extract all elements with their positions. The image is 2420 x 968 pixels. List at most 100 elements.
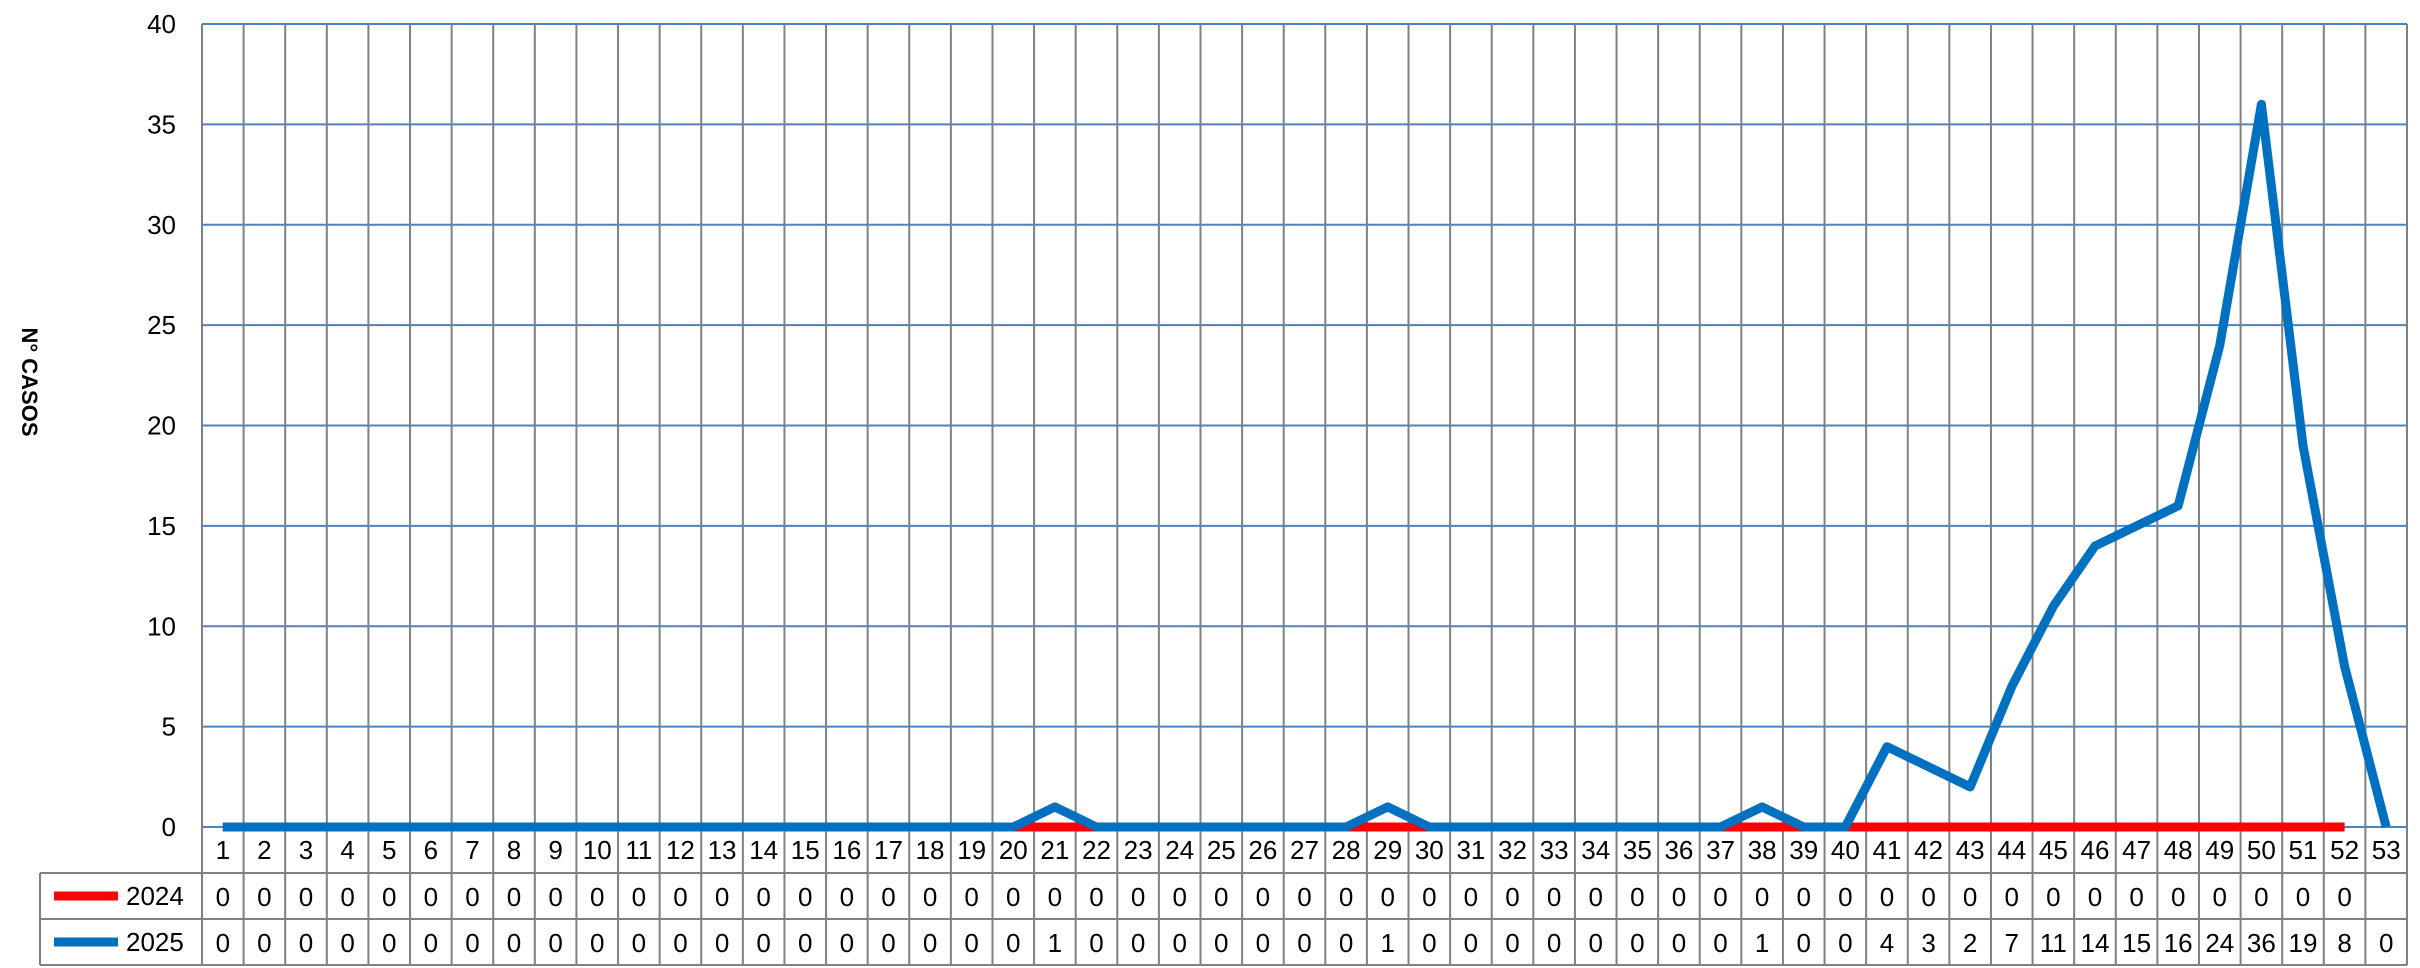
data-label-2024: 0 [2005,882,2019,912]
y-tick-label: 25 [147,310,176,340]
x-tick-label: 3 [299,835,313,865]
x-tick-label: 31 [1456,835,1485,865]
data-label-2024: 0 [2046,882,2060,912]
data-label-2025: 0 [881,928,895,958]
data-label-2025: 4 [1880,928,1894,958]
data-label-2024: 0 [2296,882,2310,912]
x-tick-label: 24 [1165,835,1194,865]
data-label-2025: 36 [2247,928,2276,958]
x-tick-label: 26 [1248,835,1277,865]
data-label-2025: 0 [1838,928,1852,958]
x-tick-label: 41 [1872,835,1901,865]
data-label-2025: 0 [1131,928,1145,958]
data-label-2024: 0 [2337,882,2351,912]
data-label-2025: 0 [424,928,438,958]
data-label-2025: 0 [1006,928,1020,958]
x-tick-label: 14 [749,835,778,865]
data-label-2025: 0 [1297,928,1311,958]
data-label-2024: 0 [1297,882,1311,912]
data-label-2025: 0 [1547,928,1561,958]
data-label-2024: 0 [840,882,854,912]
data-label-2024: 0 [1006,882,1020,912]
data-label-2025: 0 [340,928,354,958]
data-label-2025: 0 [2379,928,2393,958]
data-label-2025: 7 [2005,928,2019,958]
data-label-2024: 0 [1464,882,1478,912]
data-label-2024: 0 [507,882,521,912]
data-label-2024: 0 [1921,882,1935,912]
data-label-2024: 0 [1797,882,1811,912]
data-label-2025: 0 [1172,928,1186,958]
data-label-2024: 0 [548,882,562,912]
x-tick-label: 42 [1914,835,1943,865]
x-tick-label: 50 [2247,835,2276,865]
data-label-2025: 0 [1588,928,1602,958]
data-label-2025: 0 [1089,928,1103,958]
x-tick-label: 49 [2205,835,2234,865]
data-label-2025: 0 [465,928,479,958]
data-label-2024: 0 [1256,882,1270,912]
x-tick-label: 23 [1124,835,1153,865]
x-tick-label: 27 [1290,835,1319,865]
data-label-2025: 0 [673,928,687,958]
data-label-2024: 0 [1588,882,1602,912]
x-tick-label: 34 [1581,835,1610,865]
legend-label-2025: 2025 [126,927,184,957]
x-tick-label: 11 [625,835,652,865]
data-label-2025: 0 [590,928,604,958]
data-label-2025: 0 [1256,928,1270,958]
data-label-2025: 14 [2081,928,2110,958]
data-label-2024: 0 [1048,882,1062,912]
data-label-2024: 0 [1547,882,1561,912]
x-tick-label: 21 [1040,835,1069,865]
x-tick-label: 13 [708,835,737,865]
data-label-2024: 0 [1131,882,1145,912]
x-tick-label: 47 [2122,835,2151,865]
x-tick-label: 45 [2039,835,2068,865]
x-tick-label: 32 [1498,835,1527,865]
x-tick-label: 1 [216,835,230,865]
y-tick-label: 40 [147,9,176,39]
x-tick-label: 19 [957,835,986,865]
x-tick-label: 15 [791,835,820,865]
x-tick-label: 39 [1789,835,1818,865]
data-label-2024: 0 [1339,882,1353,912]
x-tick-label: 52 [2330,835,2359,865]
x-tick-label: 33 [1540,835,1569,865]
y-tick-label: 0 [162,812,176,842]
data-label-2024: 0 [1630,882,1644,912]
y-tick-label: 35 [147,109,176,139]
data-label-2025: 0 [798,928,812,958]
data-label-2025: 0 [1713,928,1727,958]
data-label-2024: 0 [340,882,354,912]
data-label-2025: 0 [756,928,770,958]
data-label-2024: 0 [257,882,271,912]
x-tick-label: 29 [1373,835,1402,865]
data-label-2024: 0 [673,882,687,912]
x-tick-label: 8 [507,835,521,865]
data-label-2024: 0 [964,882,978,912]
data-label-2025: 0 [1630,928,1644,958]
data-label-2024: 0 [715,882,729,912]
x-tick-label: 46 [2081,835,2110,865]
data-label-2025: 0 [923,928,937,958]
data-label-2025: 0 [715,928,729,958]
x-tick-label: 51 [2289,835,2318,865]
data-label-2024: 0 [1838,882,1852,912]
x-tick-label: 7 [465,835,479,865]
data-label-2025: 0 [548,928,562,958]
x-tick-label: 28 [1332,835,1361,865]
x-tick-label: 25 [1207,835,1236,865]
data-label-2024: 0 [2254,882,2268,912]
data-label-2024: 0 [1089,882,1103,912]
data-label-2025: 0 [257,928,271,958]
data-label-2024: 0 [2213,882,2227,912]
data-label-2025: 8 [2337,928,2351,958]
y-tick-label: 20 [147,411,176,441]
data-label-2025: 1 [1755,928,1769,958]
x-tick-label: 18 [916,835,945,865]
x-tick-label: 30 [1415,835,1444,865]
data-label-2024: 0 [632,882,646,912]
data-label-2024: 0 [1713,882,1727,912]
x-tick-label: 43 [1956,835,1985,865]
